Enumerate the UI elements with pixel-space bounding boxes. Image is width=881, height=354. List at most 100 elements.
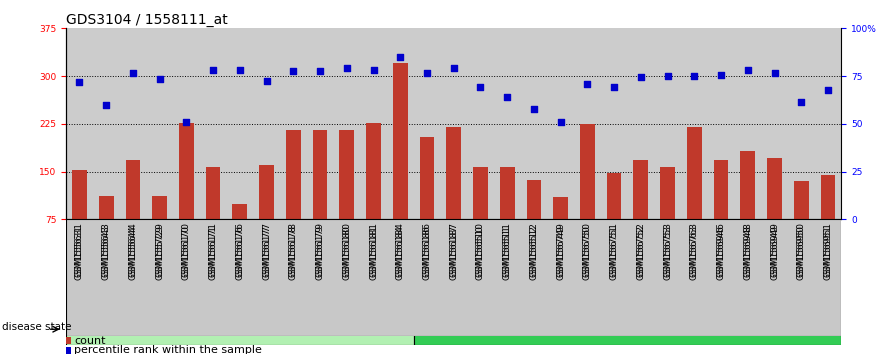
Bar — [553, 197, 568, 219]
Point — [821, 87, 835, 93]
Point — [767, 70, 781, 76]
Point — [152, 76, 167, 82]
Text: GSM156750: GSM156750 — [583, 225, 592, 280]
Bar — [687, 127, 701, 219]
Point — [581, 81, 595, 87]
Point — [527, 107, 541, 112]
Bar — [313, 130, 328, 219]
Text: GSM156950: GSM156950 — [796, 225, 806, 280]
Point — [366, 67, 381, 73]
Text: GSM156750: GSM156750 — [583, 222, 592, 277]
Text: GSM156171: GSM156171 — [209, 225, 218, 280]
Point — [687, 73, 701, 79]
Text: GSM155729: GSM155729 — [155, 222, 164, 277]
Text: GSM156751: GSM156751 — [610, 222, 618, 277]
Point — [500, 94, 515, 99]
Bar — [259, 165, 274, 219]
Text: GSM156177: GSM156177 — [262, 225, 271, 280]
Point — [233, 67, 247, 73]
Text: GSM156950: GSM156950 — [796, 222, 806, 277]
Bar — [500, 167, 515, 219]
Point — [340, 65, 354, 71]
Bar — [179, 123, 194, 219]
Text: GSM156178: GSM156178 — [289, 225, 298, 280]
Bar — [413, 310, 841, 345]
Text: percentile rank within the sample: percentile rank within the sample — [74, 346, 262, 354]
Point — [420, 70, 434, 76]
Text: GSM156180: GSM156180 — [343, 222, 352, 277]
Point — [206, 67, 220, 73]
Text: GSM156177: GSM156177 — [262, 222, 271, 277]
Bar — [447, 127, 461, 219]
Point — [393, 54, 407, 60]
Bar — [66, 219, 841, 336]
Bar — [419, 137, 434, 219]
Text: GSM156763: GSM156763 — [690, 225, 699, 280]
Bar — [393, 63, 408, 219]
Text: GSM156186: GSM156186 — [423, 222, 432, 277]
Text: GSM156948: GSM156948 — [744, 225, 752, 280]
Point — [473, 84, 487, 90]
Text: GSM156751: GSM156751 — [610, 225, 618, 280]
Bar — [233, 204, 248, 219]
Text: GSM156949: GSM156949 — [770, 222, 779, 277]
Text: GSM156187: GSM156187 — [449, 225, 458, 280]
Point — [447, 65, 461, 71]
Text: GSM156176: GSM156176 — [235, 222, 244, 277]
Text: GSM156510: GSM156510 — [476, 225, 485, 280]
Bar — [473, 167, 488, 219]
Bar — [660, 167, 675, 219]
Text: GSM155644: GSM155644 — [129, 222, 137, 276]
Bar — [206, 167, 220, 219]
Point — [714, 72, 728, 78]
Text: GSM156187: GSM156187 — [449, 222, 458, 277]
Point — [607, 84, 621, 90]
Bar — [66, 347, 71, 354]
Text: GSM156179: GSM156179 — [315, 225, 324, 280]
Bar — [366, 123, 381, 219]
Text: GSM156511: GSM156511 — [503, 225, 512, 280]
Text: GSM156170: GSM156170 — [181, 225, 191, 280]
Text: GSM156176: GSM156176 — [235, 225, 244, 280]
Point — [100, 102, 114, 108]
Bar — [580, 124, 595, 219]
Bar — [820, 175, 835, 219]
Text: GSM156181: GSM156181 — [369, 222, 378, 277]
Text: GSM155631: GSM155631 — [75, 225, 84, 280]
Text: GSM156949: GSM156949 — [770, 225, 779, 280]
Text: GSM156948: GSM156948 — [744, 222, 752, 277]
Text: GSM156184: GSM156184 — [396, 222, 404, 277]
Text: GSM156763: GSM156763 — [690, 222, 699, 277]
Text: GSM156179: GSM156179 — [315, 222, 324, 277]
Text: GSM156512: GSM156512 — [529, 222, 538, 277]
Text: GSM156752: GSM156752 — [636, 225, 646, 280]
Text: GSM156946: GSM156946 — [716, 222, 726, 277]
Point — [286, 68, 300, 74]
Text: insulin-resistant polycystic ovary syndrome: insulin-resistant polycystic ovary syndr… — [507, 322, 749, 332]
Text: GSM156171: GSM156171 — [209, 222, 218, 277]
Bar — [152, 196, 167, 219]
Text: GSM156951: GSM156951 — [824, 225, 833, 280]
Point — [661, 73, 675, 79]
Text: GSM156510: GSM156510 — [476, 222, 485, 277]
Text: GSM155729: GSM155729 — [155, 225, 164, 280]
Bar — [126, 160, 140, 219]
Point — [313, 68, 327, 74]
Text: GSM156946: GSM156946 — [716, 225, 726, 280]
Bar — [527, 180, 541, 219]
Text: GSM156753: GSM156753 — [663, 222, 672, 277]
Text: GSM156186: GSM156186 — [423, 225, 432, 280]
Point — [741, 67, 755, 73]
Text: GSM156180: GSM156180 — [343, 225, 352, 280]
Text: GSM156178: GSM156178 — [289, 222, 298, 277]
Bar — [72, 170, 87, 219]
Point — [633, 75, 648, 80]
Bar — [633, 160, 648, 219]
Bar — [607, 173, 621, 219]
Bar — [740, 151, 755, 219]
Bar — [767, 158, 781, 219]
Text: control: control — [220, 322, 259, 332]
Text: GSM155643: GSM155643 — [101, 225, 111, 280]
Point — [794, 99, 808, 104]
Point — [180, 119, 194, 125]
